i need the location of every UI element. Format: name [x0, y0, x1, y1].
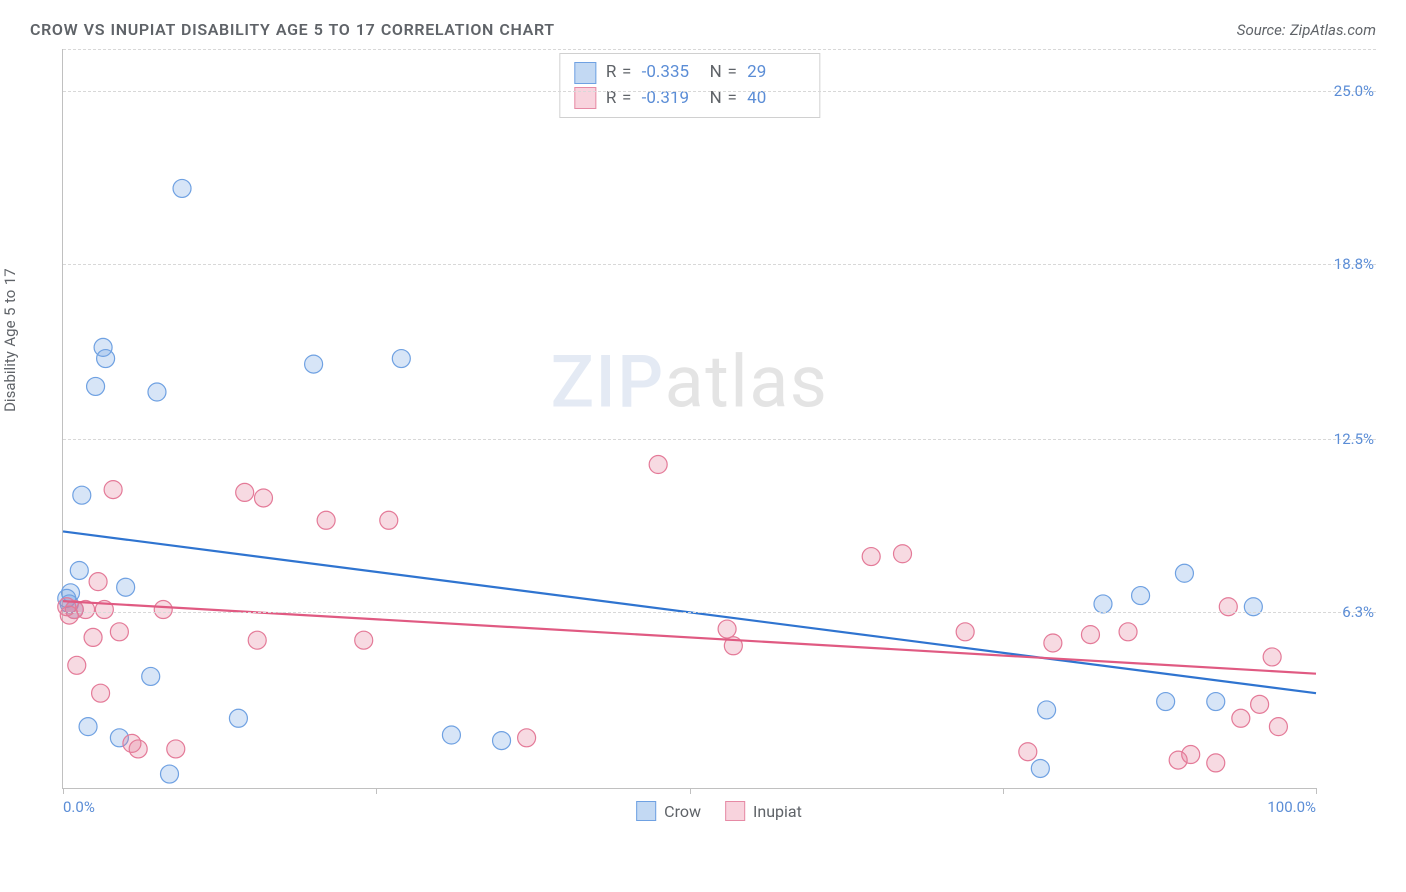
legend-row: R = -0.319 N = 40 [574, 86, 805, 112]
data-point [110, 623, 128, 641]
data-point [1207, 754, 1225, 772]
legend-swatch [725, 801, 745, 821]
gridline [63, 439, 1376, 440]
legend-label: Inupiat [753, 802, 802, 821]
data-point [862, 548, 880, 566]
legend-label: Crow [664, 802, 701, 821]
data-point [92, 684, 110, 702]
data-point [718, 620, 736, 638]
y-tick-label: 25.0% [1334, 82, 1374, 100]
data-point [248, 631, 266, 649]
data-point [1038, 701, 1056, 719]
data-point [1019, 743, 1037, 761]
data-point [1119, 623, 1137, 641]
data-point [236, 483, 254, 501]
chart-title: CROW VS INUPIAT DISABILITY AGE 5 TO 17 C… [30, 20, 555, 39]
data-point [956, 623, 974, 641]
x-tick-label: 0.0% [63, 798, 95, 816]
data-point [87, 377, 105, 395]
data-point [68, 656, 86, 674]
gridline [63, 612, 1376, 613]
data-point [142, 667, 160, 685]
legend-swatch [574, 62, 596, 84]
data-point [73, 486, 91, 504]
x-tick [690, 788, 691, 794]
data-point [305, 355, 323, 373]
r-label: R = [606, 86, 632, 112]
chart-header: CROW VS INUPIAT DISABILITY AGE 5 TO 17 C… [20, 20, 1386, 39]
y-axis-label: Disability Age 5 to 17 [1, 268, 19, 412]
data-point [442, 726, 460, 744]
y-tick-label: 18.8% [1334, 255, 1374, 273]
n-label: N = [710, 60, 738, 86]
data-point [70, 561, 88, 579]
data-point [1207, 693, 1225, 711]
data-point [894, 545, 912, 563]
legend-item: Inupiat [725, 801, 802, 821]
r-label: R = [606, 60, 632, 86]
data-point [1251, 695, 1269, 713]
x-tick [1316, 788, 1317, 794]
data-point [254, 489, 272, 507]
n-label: N = [710, 86, 738, 112]
x-tick [63, 788, 64, 794]
legend-row: R = -0.335 N = 29 [574, 60, 805, 86]
legend-swatch [636, 801, 656, 821]
x-tick [376, 788, 377, 794]
data-point [493, 732, 511, 750]
data-point [148, 383, 166, 401]
gridline [63, 49, 1376, 50]
r-value: -0.335 [642, 60, 700, 86]
data-point [1044, 634, 1062, 652]
data-point [1232, 709, 1250, 727]
n-value: 40 [747, 86, 805, 112]
data-point [129, 740, 147, 758]
data-point [1157, 693, 1175, 711]
plot-area: ZIPatlas R =-0.335N =29R =-0.319N =40 6.… [62, 49, 1316, 789]
data-point [380, 511, 398, 529]
x-tick [1003, 788, 1004, 794]
data-point [1263, 648, 1281, 666]
data-point [89, 573, 107, 591]
data-point [518, 729, 536, 747]
data-point [649, 456, 667, 474]
x-tick-label: 100.0% [1267, 798, 1316, 816]
data-point [317, 511, 335, 529]
data-point [1182, 746, 1200, 764]
data-point [173, 179, 191, 197]
data-point [1175, 564, 1193, 582]
data-point [1132, 587, 1150, 605]
n-value: 29 [747, 60, 805, 86]
data-point [229, 709, 247, 727]
data-point [1081, 626, 1099, 644]
data-point [104, 481, 122, 499]
data-point [84, 628, 102, 646]
data-point [1031, 759, 1049, 777]
data-point [1094, 595, 1112, 613]
data-point [79, 718, 97, 736]
data-point [97, 350, 115, 368]
chart-wrapper: CROW VS INUPIAT DISABILITY AGE 5 TO 17 C… [0, 0, 1406, 892]
gridline [63, 91, 1376, 92]
gridline [63, 264, 1376, 265]
y-tick-label: 12.5% [1334, 430, 1374, 448]
r-value: -0.319 [642, 86, 700, 112]
chart-source: Source: ZipAtlas.com [1237, 21, 1376, 39]
data-point [167, 740, 185, 758]
scatter-plot-svg [63, 49, 1316, 788]
plot-container: ZIPatlas R =-0.335N =29R =-0.319N =40 6.… [62, 49, 1376, 829]
data-point [392, 350, 410, 368]
y-tick-label: 6.3% [1342, 603, 1374, 621]
data-point [161, 765, 179, 783]
data-point [154, 601, 172, 619]
data-point [117, 578, 135, 596]
series-legend: Crow Inupiat [636, 801, 802, 821]
legend-item: Crow [636, 801, 701, 821]
data-point [355, 631, 373, 649]
data-point [1269, 718, 1287, 736]
correlation-legend-box: R = -0.335 N = 29 R = -0.319 N = 40 [559, 53, 820, 118]
